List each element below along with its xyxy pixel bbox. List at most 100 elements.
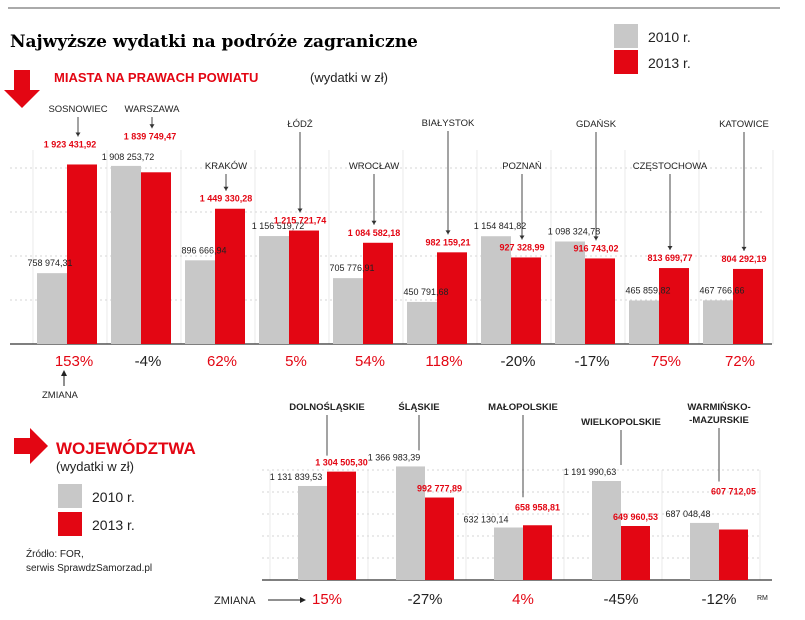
- region-label-dolnoslaskie: DOLNOŚLĄSKIE: [289, 401, 364, 413]
- leader-arrow-icon: [593, 236, 599, 241]
- bar-2013-czestochowa: [659, 268, 689, 344]
- label-2010-warminsko-mazurskie: 687 048,48: [665, 509, 710, 519]
- leader-arrow-icon: [667, 246, 673, 251]
- bar-2013-lodz: [289, 230, 319, 344]
- change-wielkopolskie: -45%: [603, 591, 638, 608]
- change-czestochowa: 75%: [651, 353, 681, 370]
- bar-2013-slaskie: [425, 497, 454, 580]
- bar-2010-bialystok: [407, 301, 437, 344]
- label-2013-warminsko-mazurskie: 607 712,05: [711, 487, 756, 497]
- bar-2010-gdansk: [555, 241, 585, 344]
- region-label-warminsko-mazurskie: WARMIŃSKO-: [687, 402, 750, 413]
- city-label-bialystok: BIAŁYSTOK: [422, 118, 475, 129]
- city-label-poznan: POZNAŃ: [502, 161, 542, 172]
- zmiana-label-2: ZMIANA: [214, 595, 256, 607]
- change-krakow: 62%: [207, 353, 237, 370]
- leader-arrow-icon: [75, 132, 81, 137]
- leader-arrow-icon: [445, 230, 451, 235]
- bar-2013-warminsko-mazurskie: [719, 529, 748, 580]
- section2-heading: WOJEWÓDZTWA: [56, 439, 196, 458]
- change-lodz: 5%: [285, 353, 307, 370]
- section1-unit: (wydatki w zł): [310, 70, 388, 85]
- bar-2010-wroclaw: [333, 278, 363, 344]
- bar-2010-warminsko-mazurskie: [690, 522, 719, 580]
- page-title: Najwyższe wydatki na podróże zagraniczne: [10, 32, 418, 52]
- change-slaskie: -27%: [407, 591, 442, 608]
- bar-2013-warszawa: [141, 172, 171, 344]
- city-label-wroclaw: WROCŁAW: [349, 161, 399, 172]
- region-label-wielkopolskie: WIELKOPOLSKIE: [581, 417, 661, 428]
- region-label-warminsko-mazurskie-2: -MAZURSKIE: [689, 415, 749, 426]
- label-2013-slaskie: 992 777,89: [417, 484, 462, 494]
- legend-bottom-label-2013: 2013 r.: [92, 517, 135, 533]
- bar-2010-poznan: [481, 236, 511, 344]
- label-2010-czestochowa: 465 859,82: [625, 286, 670, 296]
- label-2013-lodz: 1 215 721,74: [274, 216, 327, 226]
- label-2010-lodz: 1 156 519,72: [252, 221, 305, 231]
- label-2013-czestochowa: 813 699,77: [647, 253, 692, 263]
- label-2010-wielkopolskie: 1 191 990,63: [564, 467, 617, 477]
- label-2010-slaskie: 1 366 983,39: [368, 452, 421, 462]
- legend-bottom-label-2010: 2010 r.: [92, 489, 135, 505]
- zmiana-up-arrow-icon: [61, 370, 67, 376]
- source-line-1: Źródło: FOR,: [26, 547, 84, 560]
- label-2013-gdansk: 916 743,02: [573, 243, 618, 253]
- city-label-warszawa: WARSZAWA: [125, 104, 181, 115]
- city-label-czestochowa: CZĘSTOCHOWA: [633, 161, 708, 172]
- region-label-malopolskie: MAŁOPOLSKIE: [488, 402, 558, 413]
- bar-2010-malopolskie: [494, 527, 523, 580]
- zmiana-arrow-icon: [300, 597, 306, 603]
- change-sosnowiec: 153%: [55, 353, 93, 370]
- chart-cities: 758 974,31 1 923 431,92 SOSNOWIEC 153% 1 908…: [10, 100, 774, 401]
- bar-2013-poznan: [511, 257, 541, 344]
- label-2013-malopolskie: 658 958,81: [515, 502, 560, 512]
- bar-2013-dolnoslaskie: [327, 471, 356, 580]
- bar-2010-dolnoslaskie: [298, 485, 327, 580]
- legend-top-swatch-2010: [614, 24, 638, 48]
- label-2010-malopolskie: 632 130,14: [463, 514, 508, 524]
- bar-2010-katowice: [703, 300, 733, 344]
- label-2010-krakow: 896 666,94: [181, 245, 226, 255]
- label-2013-wroclaw: 1 084 582,18: [348, 228, 401, 238]
- label-2010-sosnowiec: 758 974,31: [27, 258, 72, 268]
- label-2010-warszawa: 1 908 253,72: [102, 152, 155, 162]
- label-2010-katowice: 467 766,66: [699, 285, 744, 295]
- change-katowice: 72%: [725, 353, 755, 370]
- change-gdansk: -17%: [574, 353, 609, 370]
- region-label-slaskie: ŚLĄSKIE: [398, 401, 439, 413]
- author-initials: RM: [757, 595, 768, 602]
- bar-2013-krakow: [215, 208, 245, 344]
- bar-2013-wielkopolskie: [621, 526, 650, 580]
- city-label-lodz: ŁÓDŹ: [287, 119, 313, 130]
- bar-2010-wielkopolskie: [592, 480, 621, 580]
- bar-2013-bialystok: [437, 252, 467, 344]
- legend-top-label-2010: 2010 r.: [648, 29, 691, 45]
- label-2010-wroclaw: 705 776,91: [329, 263, 374, 273]
- chart-voivodeships: 1 131 839,53 1 304 505,30 DOLNOŚLĄSKIE 15% 1…: [262, 401, 772, 608]
- change-warminsko-mazurskie: -12%: [701, 591, 736, 608]
- bar-2010-czestochowa: [629, 300, 659, 344]
- bar-2013-wroclaw: [363, 242, 393, 344]
- label-2013-warszawa: 1 839 749,47: [124, 131, 177, 141]
- label-2010-poznan: 1 154 841,82: [474, 221, 527, 231]
- change-dolnoslaskie: 15%: [312, 591, 342, 608]
- bar-2013-sosnowiec: [67, 164, 97, 344]
- change-poznan: -20%: [500, 353, 535, 370]
- legend-top-swatch-2013: [614, 50, 638, 74]
- zmiana-label-1: ZMIANA: [42, 390, 79, 401]
- leader-arrow-icon: [223, 186, 229, 191]
- legend-bottom-swatch-2010: [58, 484, 82, 508]
- section2-unit: (wydatki w zł): [56, 459, 134, 474]
- label-2010-bialystok: 450 791,68: [403, 287, 448, 297]
- change-malopolskie: 4%: [512, 591, 534, 608]
- leader-arrow-icon: [519, 235, 525, 240]
- label-2013-dolnoslaskie: 1 304 505,30: [315, 458, 368, 468]
- change-wroclaw: 54%: [355, 353, 385, 370]
- bar-2010-slaskie: [396, 466, 425, 580]
- arrow-right-icon: [14, 428, 48, 464]
- bar-2013-malopolskie: [523, 525, 552, 580]
- label-2013-katowice: 804 292,19: [721, 254, 766, 264]
- city-label-gdansk: GDAŃSK: [576, 119, 617, 130]
- legend-bottom-swatch-2013: [58, 512, 82, 536]
